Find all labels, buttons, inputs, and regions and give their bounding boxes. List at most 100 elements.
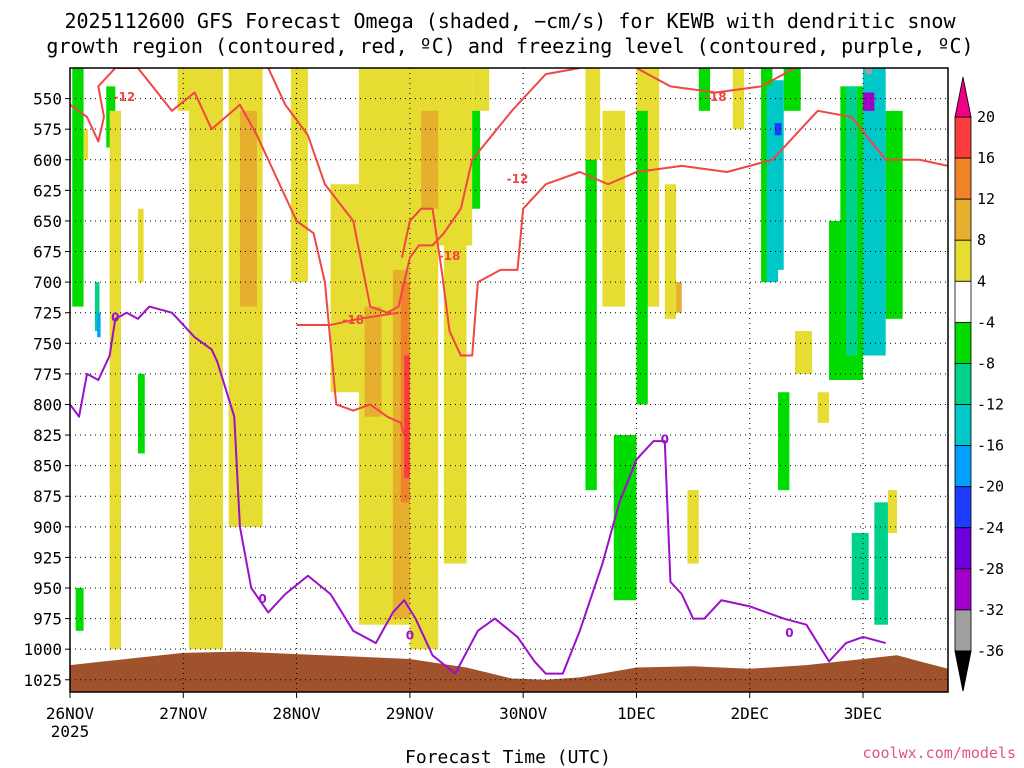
omega-cell-53 xyxy=(885,110,903,319)
dgz-contour-label-3: -18 xyxy=(705,90,727,104)
x-tick-label-2: 28NOV xyxy=(272,704,321,723)
colorbar-label-6: -8 xyxy=(977,354,995,372)
colorbar-bottom-arrow xyxy=(954,650,972,692)
colorbar-bin--32 xyxy=(954,568,972,611)
y-tick-label-4: 650 xyxy=(33,212,62,231)
colorbar-label-4: 4 xyxy=(977,272,986,290)
x-tick-label-1: 27NOV xyxy=(159,704,208,723)
freezing-level-label-1: 0 xyxy=(258,592,266,606)
colorbar-label-10: -24 xyxy=(977,519,1004,537)
colorbar-top-arrow xyxy=(954,76,972,118)
colorbar: 20 16 12 8 4 -4 -8 -12 -16 -20 -24 -28 -32 -36 xyxy=(954,76,1004,692)
colorbar-bin--12 xyxy=(954,363,972,405)
omega-cell-28 xyxy=(585,159,597,491)
omega-cell-34 xyxy=(676,282,682,313)
terrain-layer xyxy=(70,651,948,692)
y-tick-label-14: 900 xyxy=(33,518,62,537)
colorbar-bin-4 xyxy=(954,239,972,282)
y-tick-label-7: 725 xyxy=(33,304,62,323)
omega-cell-50 xyxy=(868,68,881,307)
dgz-contour-4 xyxy=(296,311,399,326)
omega-cell-35 xyxy=(687,490,699,564)
x-tick-label-6: 2DEC xyxy=(730,704,769,723)
y-tick-label-12: 850 xyxy=(33,457,62,476)
chart-title-line-1: 2025112600 GFS Forecast Omega (shaded, −… xyxy=(64,9,956,33)
x-tick-label-7: 3DEC xyxy=(844,704,883,723)
colorbar-label-7: -12 xyxy=(977,396,1004,414)
omega-cell-0 xyxy=(72,68,84,307)
plot-frame xyxy=(69,67,949,693)
colorbar-label-0: 20 xyxy=(977,108,995,126)
x-tick-label-0: 26NOV xyxy=(46,704,95,723)
omega-cell-3 xyxy=(94,282,100,332)
omega-cell-6 xyxy=(109,110,121,650)
omega-cell-14 xyxy=(290,68,308,283)
colorbar-bin--4 xyxy=(954,280,972,323)
y-axis-ticks: 550 575 600 625 650 675 700 725 750 775 800 825 850 8… xyxy=(23,90,70,690)
omega-cell-15 xyxy=(330,184,359,393)
omega-cell-40 xyxy=(772,80,784,270)
omega-cell-45 xyxy=(817,392,830,423)
colorbar-bin--16 xyxy=(954,404,972,447)
y-tick-label-9: 775 xyxy=(33,365,62,384)
y-tick-label-2: 600 xyxy=(33,151,62,170)
terrain-area xyxy=(70,651,948,692)
y-tick-label-19: 1025 xyxy=(23,671,62,690)
dgz-contour-1 xyxy=(400,109,948,357)
colorbar-bin--24 xyxy=(954,486,972,529)
omega-cell-8 xyxy=(137,373,145,454)
y-tick-label-5: 675 xyxy=(33,243,62,262)
colorbar-label-3: 8 xyxy=(977,231,986,249)
omega-cell-20 xyxy=(404,355,412,478)
colorbar-bin-12 xyxy=(954,157,972,200)
dgz-contour-label-0: -12 xyxy=(114,90,136,104)
y-tick-label-13: 875 xyxy=(33,487,62,506)
dgz-contour-3 xyxy=(635,68,796,94)
freezing-level-label-3: 0 xyxy=(661,433,669,447)
x-axis-ticks: 26NOV 27NOV 28NOV 29NOV 30NOV 1DEC 2DEC 3DEC xyxy=(46,692,882,723)
omega-cell-2 xyxy=(83,129,89,160)
omega-cell-29 xyxy=(602,110,626,307)
freezing-level-contour xyxy=(70,305,886,675)
y-tick-label-10: 800 xyxy=(33,395,62,414)
dgz-contour-2 xyxy=(267,68,580,314)
omega-cell-27 xyxy=(585,68,601,160)
colorbar-bin--8 xyxy=(954,321,972,364)
omega-cell-42 xyxy=(783,68,801,111)
omega-cell-32 xyxy=(636,110,648,405)
colorbar-bin--36 xyxy=(954,609,972,652)
omega-cell-24 xyxy=(443,233,467,564)
omega-cell-41 xyxy=(774,123,782,136)
dgz-contour-label-4: -18 xyxy=(342,313,364,327)
colorbar-bin--28 xyxy=(954,527,972,570)
x-tick-label-3: 29NOV xyxy=(386,704,435,723)
colorbar-label-1: 16 xyxy=(977,149,995,167)
omega-cell-44 xyxy=(795,331,813,374)
omega-cell-4 xyxy=(97,312,101,338)
omega-cell-43 xyxy=(778,392,790,491)
dgz-contour-0 xyxy=(70,68,406,436)
omega-cell-23 xyxy=(421,110,439,209)
y-tick-label-17: 975 xyxy=(33,610,62,629)
x-year-label: 2025 xyxy=(51,722,90,741)
y-tick-label-3: 625 xyxy=(33,181,62,200)
freezing-level-label-0: 0 xyxy=(111,310,119,324)
dgz-contour-label-2: -18 xyxy=(439,249,461,263)
omega-cell-25 xyxy=(472,68,490,111)
omega-cell-48 xyxy=(846,86,858,356)
y-tick-label-15: 925 xyxy=(33,548,62,567)
chart-title-line-2: growth region (contoured, red, ºC) and f… xyxy=(46,34,973,58)
colorbar-bin-8 xyxy=(954,198,972,241)
omega-cell-37 xyxy=(732,68,745,130)
freezing-level-label-4: 0 xyxy=(785,626,793,640)
freezing-level-label-2: 0 xyxy=(406,628,414,642)
dgz-contour-label-1: -12 xyxy=(507,172,529,186)
y-tick-label-11: 825 xyxy=(33,426,62,445)
y-tick-label-0: 550 xyxy=(33,90,62,109)
colorbar-bin-16 xyxy=(954,116,972,159)
omega-cell-9 xyxy=(177,68,189,111)
x-tick-label-5: 1DEC xyxy=(617,704,656,723)
omega-cell-13 xyxy=(239,110,257,307)
credit-link[interactable]: coolwx.com/models xyxy=(862,744,1016,762)
